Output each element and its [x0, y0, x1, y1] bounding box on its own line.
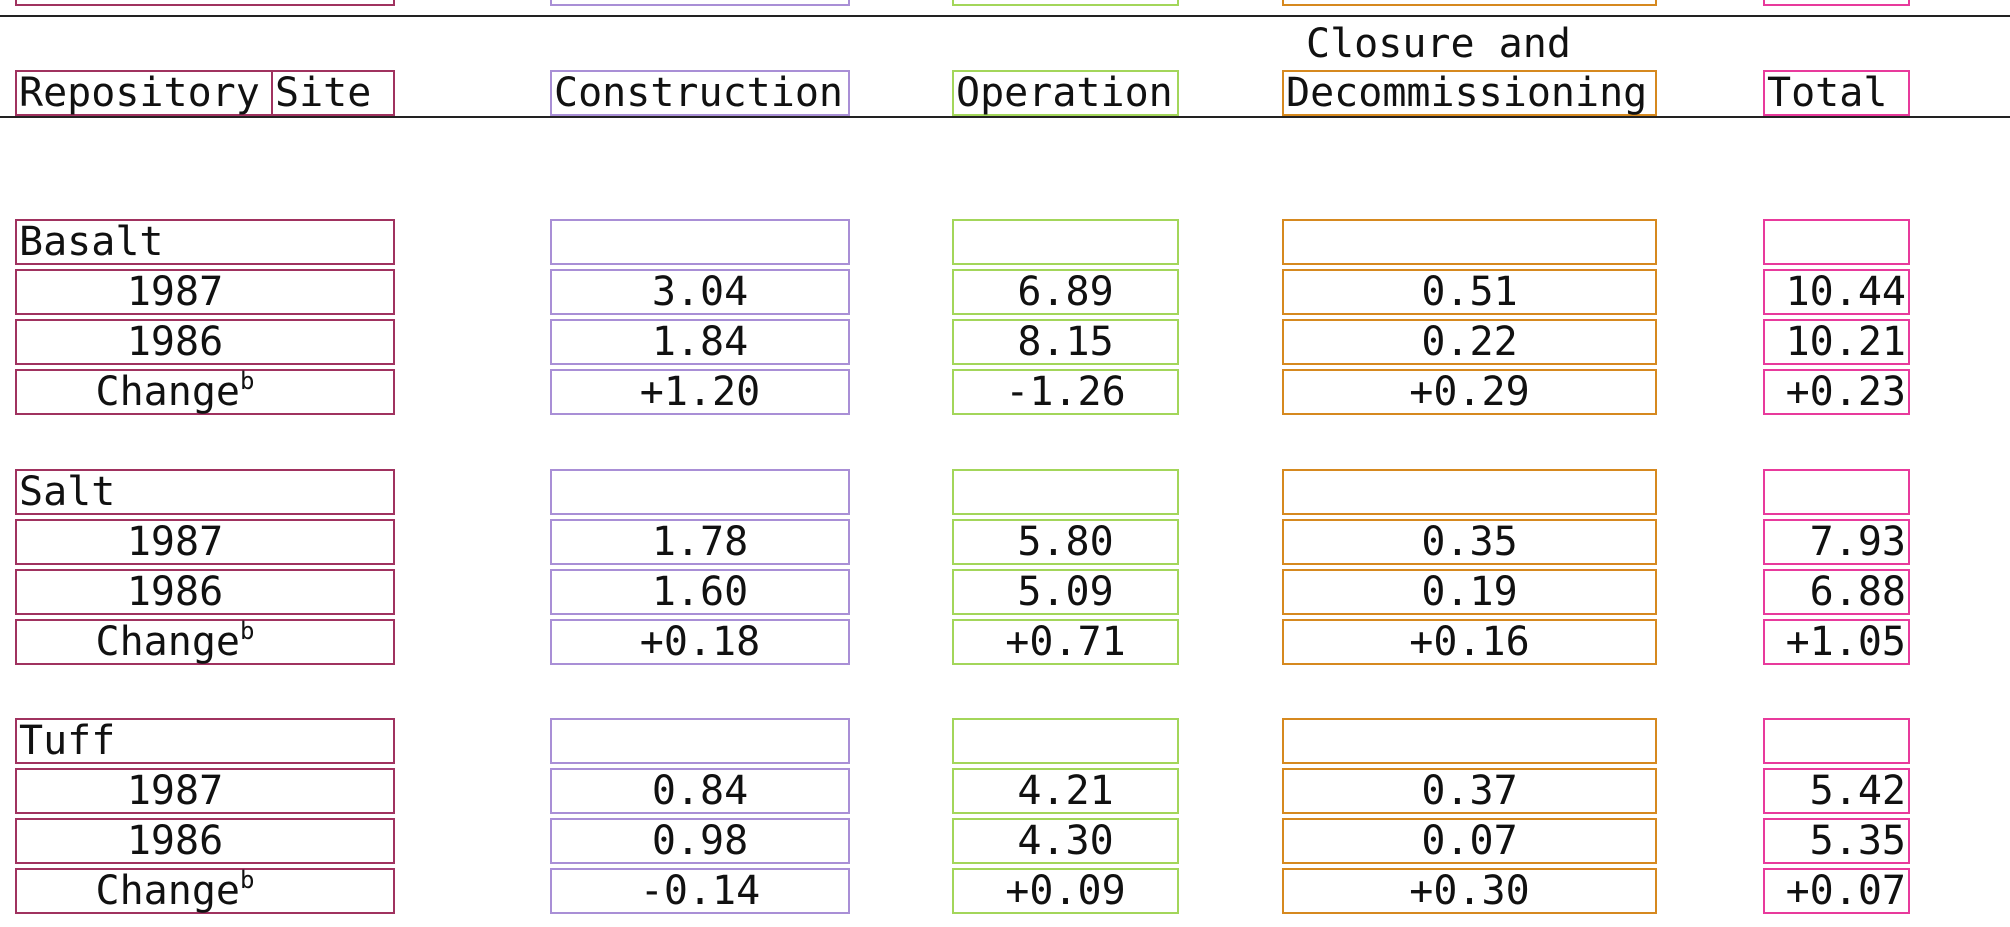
value-total: +1.05	[1763, 619, 1910, 665]
value-construction: 0.84	[550, 768, 850, 814]
row-label-text: 1986	[126, 319, 224, 365]
value-closure: 0.35	[1282, 519, 1657, 565]
table-top-rule	[0, 15, 2010, 17]
value-operation: 8.15	[952, 319, 1179, 365]
group-blank-cell	[550, 219, 850, 265]
value-construction: 1.84	[550, 319, 850, 365]
cut-cell-closure	[1282, 0, 1657, 6]
value-total: 10.21	[1763, 319, 1910, 365]
value-closure: 0.51	[1282, 269, 1657, 315]
header-bottom-rule	[0, 116, 2010, 118]
value-operation: 6.89	[952, 269, 1179, 315]
value-operation: 5.80	[952, 519, 1179, 565]
group-blank-cell	[1763, 718, 1910, 764]
value-total: 5.35	[1763, 818, 1910, 864]
cut-cell-construction	[550, 0, 850, 6]
row-label: 1987	[15, 269, 395, 315]
value-construction: -0.14	[550, 868, 850, 914]
row-label: 1986	[15, 818, 395, 864]
header-total: Total	[1763, 70, 1910, 116]
value-closure: 0.37	[1282, 768, 1657, 814]
value-operation: 5.09	[952, 569, 1179, 615]
row-label-text: 1987	[126, 768, 224, 814]
row-label-text: 1986	[126, 569, 224, 615]
group-blank-cell	[952, 219, 1179, 265]
header-site: Site	[271, 70, 395, 116]
footnote-marker: b	[240, 367, 255, 395]
group-blank-cell	[1282, 469, 1657, 515]
value-total: 6.88	[1763, 569, 1910, 615]
group-name-basalt: Basalt	[15, 219, 395, 265]
value-closure: 0.19	[1282, 569, 1657, 615]
row-label-text: Change	[95, 619, 241, 665]
value-total: 10.44	[1763, 269, 1910, 315]
group-name-salt: Salt	[15, 469, 395, 515]
value-construction: 0.98	[550, 818, 850, 864]
cut-cell-repository	[15, 0, 395, 6]
value-construction: 1.60	[550, 569, 850, 615]
group-blank-cell	[952, 469, 1179, 515]
value-operation: 4.30	[952, 818, 1179, 864]
value-operation: -1.26	[952, 369, 1179, 415]
value-construction: 1.78	[550, 519, 850, 565]
value-operation: +0.71	[952, 619, 1179, 665]
value-construction: +0.18	[550, 619, 850, 665]
value-total: +0.23	[1763, 369, 1910, 415]
value-closure: +0.29	[1282, 369, 1657, 415]
header-repository: Repository	[15, 70, 273, 116]
row-label: 1987	[15, 768, 395, 814]
header-construction: Construction	[550, 70, 850, 116]
row-label-text: Change	[95, 369, 241, 415]
group-blank-cell	[550, 469, 850, 515]
footnote-marker: b	[240, 866, 255, 894]
row-label: 1986	[15, 319, 395, 365]
group-blank-cell	[1763, 469, 1910, 515]
cut-cell-total	[1763, 0, 1910, 6]
value-construction: 3.04	[550, 269, 850, 315]
row-label-text: Change	[95, 868, 241, 914]
header-operation: Operation	[952, 70, 1179, 116]
row-label-text: 1987	[126, 519, 224, 565]
group-blank-cell	[952, 718, 1179, 764]
row-label: Changeb	[15, 369, 395, 415]
value-total: 5.42	[1763, 768, 1910, 814]
group-blank-cell	[550, 718, 850, 764]
value-total: 7.93	[1763, 519, 1910, 565]
value-operation: +0.09	[952, 868, 1179, 914]
row-label: 1987	[15, 519, 395, 565]
group-blank-cell	[1282, 219, 1657, 265]
value-closure: +0.30	[1282, 868, 1657, 914]
row-label: 1986	[15, 569, 395, 615]
group-blank-cell	[1763, 219, 1910, 265]
group-blank-cell	[1282, 718, 1657, 764]
row-label: Changeb	[15, 619, 395, 665]
footnote-marker: b	[240, 617, 255, 645]
value-closure: +0.16	[1282, 619, 1657, 665]
value-construction: +1.20	[550, 369, 850, 415]
value-operation: 4.21	[952, 768, 1179, 814]
value-closure: 0.07	[1282, 818, 1657, 864]
group-name-tuff: Tuff	[15, 718, 395, 764]
header-closure-line1: Closure and	[1306, 21, 1571, 67]
cut-cell-operation	[952, 0, 1179, 6]
header-closure-line2: Decommissioning	[1282, 70, 1657, 116]
value-closure: 0.22	[1282, 319, 1657, 365]
row-label-text: 1987	[126, 269, 224, 315]
value-total: +0.07	[1763, 868, 1910, 914]
row-label-text: 1986	[126, 818, 224, 864]
row-label: Changeb	[15, 868, 395, 914]
